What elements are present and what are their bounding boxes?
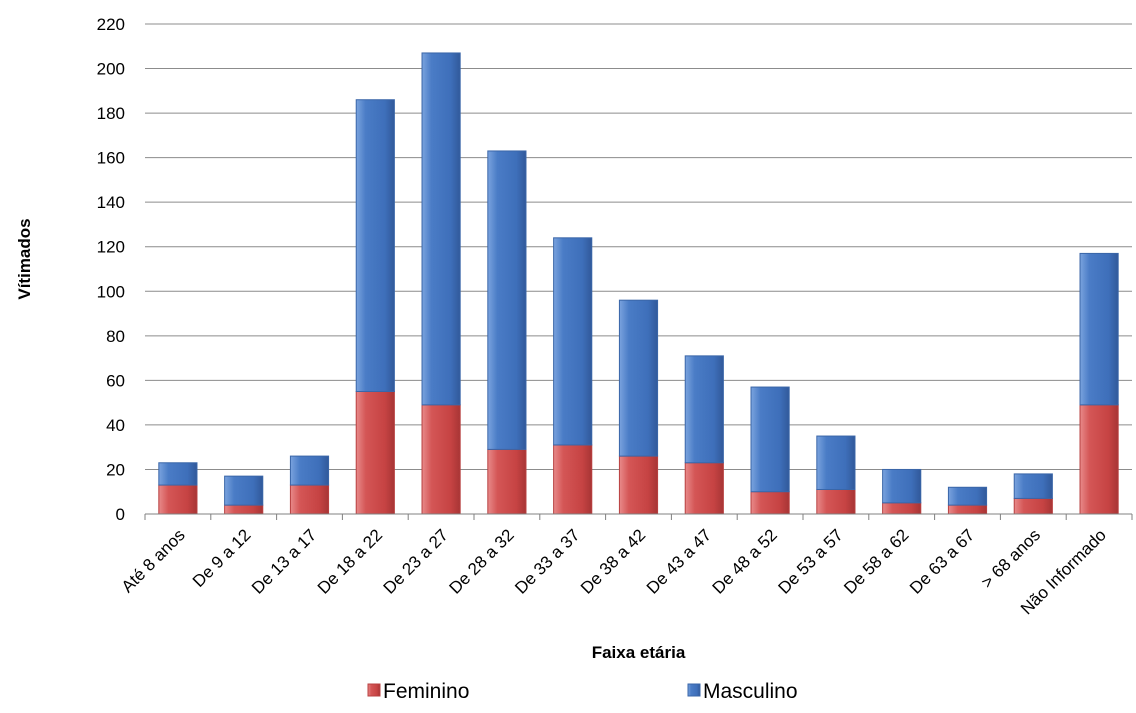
bar-feminino-13 [1013, 497, 1053, 515]
bar-feminino-6 [553, 444, 593, 515]
y-axis-ticks: 0 20 40 60 80 100 120 140 160 180 200 220 [97, 15, 125, 524]
bar-feminino-11 [882, 502, 922, 515]
y-tick-label: 160 [97, 149, 125, 168]
bar-feminino-2 [289, 484, 330, 515]
legend: Feminino Masculino [367, 680, 798, 703]
y-tick-label: 140 [97, 193, 125, 212]
bar-masculino-2 [289, 455, 330, 486]
legend-swatch-feminino [367, 683, 381, 697]
legend-label-masculino: Masculino [703, 680, 798, 703]
y-tick-label: 120 [97, 238, 125, 257]
x-tick-label: De 58 a 62 [840, 525, 912, 597]
y-tick-label: 80 [106, 327, 125, 346]
y-tick-label: 220 [97, 15, 125, 34]
legend-swatch-masculino [687, 683, 701, 697]
bar-masculino-5 [487, 150, 527, 450]
bar-masculino-10 [816, 435, 856, 490]
y-tick-label: 0 [116, 505, 125, 524]
bar-masculino-12 [947, 486, 988, 506]
bar-feminino-0 [158, 484, 198, 515]
y-tick-label: 180 [97, 104, 125, 123]
x-tick-label: De 63 a 67 [906, 525, 978, 597]
x-tick-label: De 38 a 42 [577, 525, 649, 597]
bar-masculino-13 [1013, 473, 1053, 499]
bar-masculino-9 [750, 386, 790, 493]
gridlines [145, 23, 1132, 470]
y-tick-label: 60 [106, 371, 125, 390]
bar-feminino-8 [684, 462, 724, 515]
x-axis-label: Faixa etária [592, 643, 686, 662]
bar-masculino-7 [618, 299, 659, 457]
bar-masculino-8 [684, 355, 724, 464]
bar-masculino-6 [553, 237, 593, 446]
bars [158, 52, 1119, 515]
x-tick-label: Até 8 anos [118, 525, 189, 596]
y-tick-label: 200 [97, 60, 125, 79]
bar-feminino-5 [487, 448, 527, 515]
bar-feminino-3 [355, 391, 395, 515]
x-tick-label: De 43 a 47 [643, 525, 715, 597]
bar-feminino-9 [750, 491, 790, 515]
x-tick-label: De 33 a 37 [511, 525, 583, 597]
legend-label-feminino: Feminino [383, 680, 469, 703]
bar-feminino-4 [421, 404, 461, 515]
y-tick-label: 20 [106, 460, 125, 479]
x-tick-label: De 53 a 57 [774, 525, 846, 597]
x-tick-label: De 9 a 12 [189, 525, 255, 591]
x-tick-label: De 18 a 22 [314, 525, 386, 597]
bar-masculino-14 [1079, 252, 1119, 406]
bar-feminino-1 [224, 504, 264, 515]
bar-masculino-0 [158, 462, 198, 486]
y-axis-label: Vítimados [15, 218, 34, 299]
bar-feminino-12 [947, 504, 988, 515]
x-tick-label: De 28 a 32 [445, 525, 517, 597]
bar-masculino-1 [224, 475, 264, 506]
x-tick-label: De 23 a 27 [380, 525, 452, 597]
y-tick-label: 100 [97, 282, 125, 301]
bar-feminino-14 [1079, 404, 1119, 515]
bar-feminino-10 [816, 489, 856, 515]
x-tick-label: De 13 a 17 [248, 525, 320, 597]
bar-masculino-3 [355, 99, 395, 393]
y-tick-label: 40 [106, 416, 125, 435]
bar-masculino-11 [882, 468, 922, 504]
x-tick-label: De 48 a 52 [709, 525, 781, 597]
bar-feminino-7 [618, 455, 659, 515]
bar-masculino-4 [421, 52, 461, 406]
x-tick-label: > 68 anos [978, 525, 1045, 592]
